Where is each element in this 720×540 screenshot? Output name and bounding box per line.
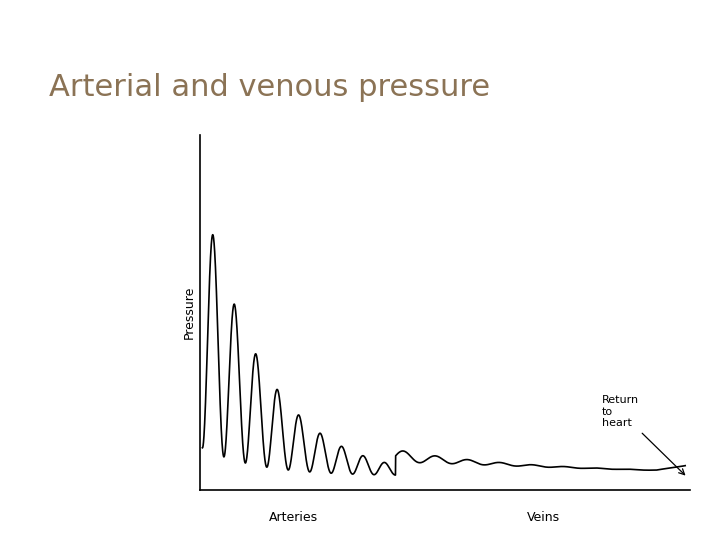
- Y-axis label: Pressure: Pressure: [183, 286, 196, 339]
- Text: 19: 19: [8, 104, 22, 114]
- Text: Return
to
heart: Return to heart: [602, 395, 685, 475]
- Text: Arteries: Arteries: [269, 511, 318, 524]
- Text: Arterial and venous pressure: Arterial and venous pressure: [49, 73, 490, 102]
- Text: Veins: Veins: [526, 511, 559, 524]
- Text: Pressure
variations
throughout
the
circulatory
system
caused by
heart
contractio: Pressure variations throughout the circu…: [53, 136, 138, 324]
